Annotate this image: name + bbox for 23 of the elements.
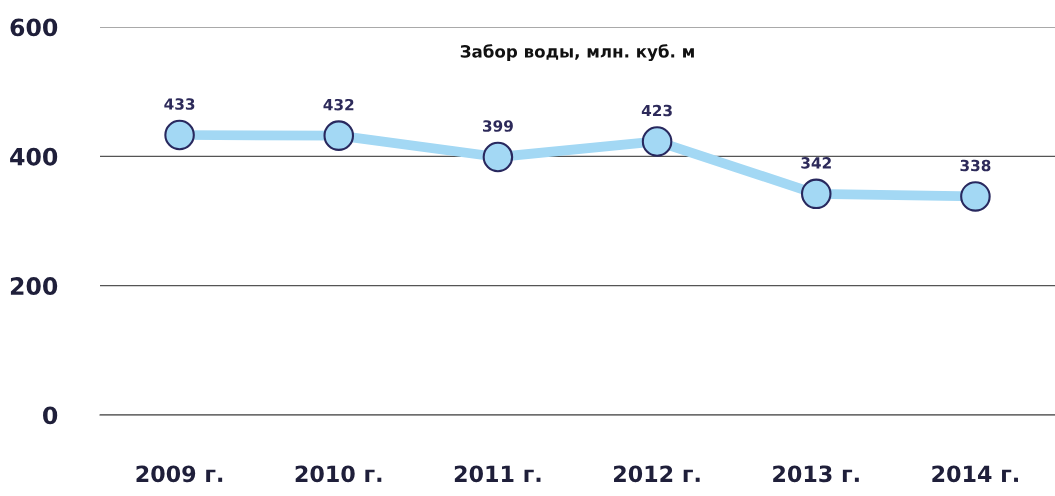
data-label: 433 [164,98,195,110]
point [800,178,832,210]
point [164,119,195,151]
point [482,141,514,173]
y-tick-label: 600 [10,18,58,37]
y-tick-label: 400 [10,147,58,166]
point [323,120,355,151]
x-tick-label: 2009 г. [136,465,223,483]
y-tick-label: 0 [43,406,58,425]
x-tick-label: 2011 г. [454,465,541,483]
data-label: 342 [801,157,831,169]
y-tick-label: 200 [10,277,58,295]
data-label: 432 [323,98,354,111]
x-tick-label: 2012 г. [614,465,700,483]
text: Забор воды, млн. куб. м [460,44,694,62]
data-label: 338 [960,159,991,172]
point [960,181,991,212]
data-label: 423 [641,104,672,117]
x-tick-label: 2013 г. [773,465,859,483]
point [641,126,673,157]
data-label: 399 [482,120,513,132]
x-tick-label: 2010 г. [295,465,382,483]
x-tick-label: 2014 г. [932,465,1018,483]
